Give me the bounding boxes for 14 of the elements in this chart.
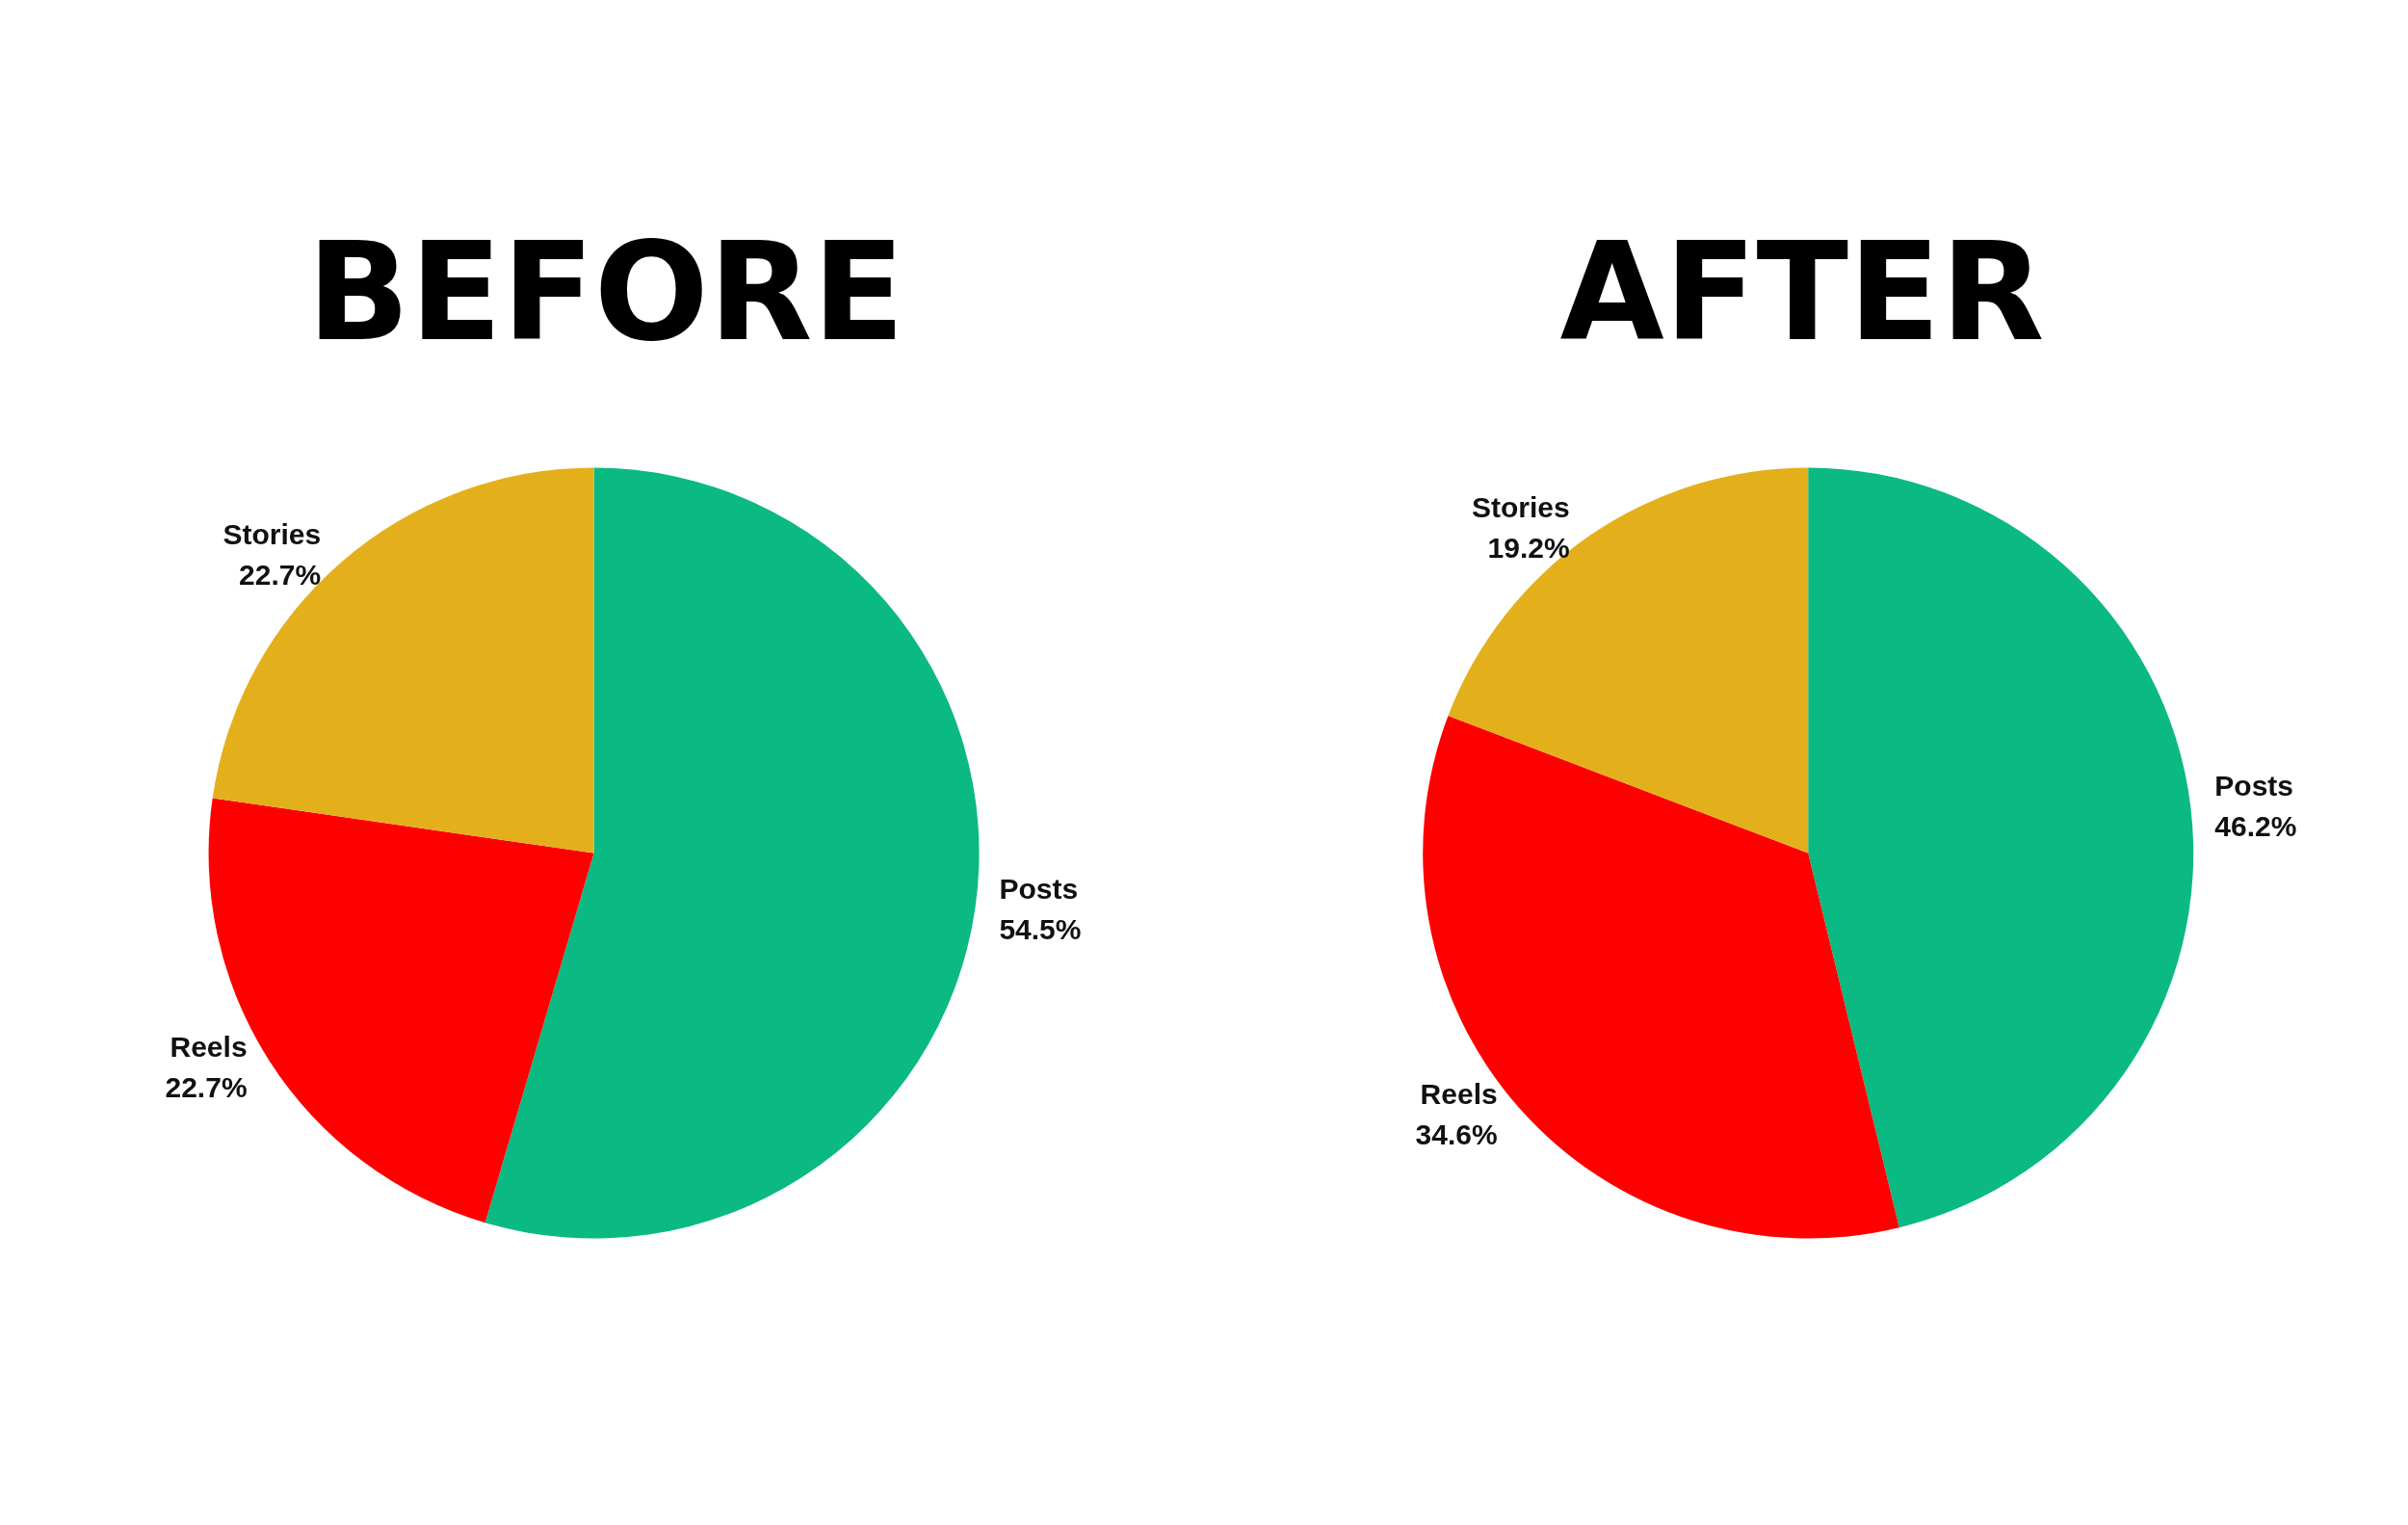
data-label: 22.7% — [239, 559, 322, 592]
chart-title: BEFORE — [306, 213, 905, 371]
data-label: 22.7% — [165, 1070, 248, 1103]
data-label: 46.2% — [2214, 810, 2297, 843]
data-label: 54.5% — [999, 913, 1082, 946]
data-label: 19.2% — [1487, 532, 1570, 565]
slice-label: Posts — [2214, 770, 2293, 802]
slice-label: Posts — [999, 873, 1079, 906]
chart-title: AFTER — [1559, 213, 2045, 371]
slice-label: Reels — [170, 1030, 248, 1063]
slice-label: Stories — [222, 518, 322, 551]
slice-label: Stories — [1471, 491, 1570, 524]
slice-label: Reels — [1420, 1078, 1498, 1111]
data-label: 34.6% — [1415, 1118, 1498, 1151]
